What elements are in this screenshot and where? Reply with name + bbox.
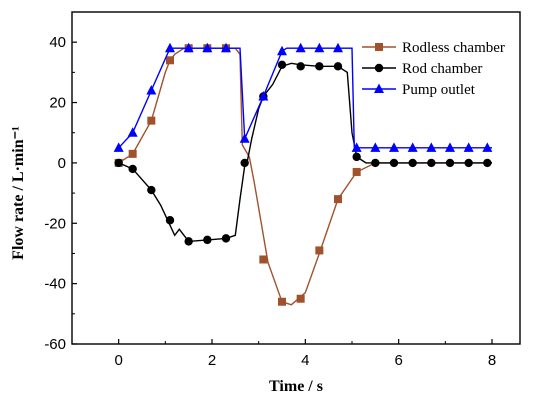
data-point-triangle [258, 91, 269, 101]
y-tick-label: 40 [49, 34, 66, 51]
data-point-circle [296, 62, 305, 71]
data-point-square [166, 56, 174, 65]
data-point-triangle [445, 142, 455, 152]
data-point-triangle [295, 42, 306, 53]
plot-frame [71, 11, 521, 345]
data-point-square [128, 149, 137, 158]
data-point-square [278, 297, 286, 306]
data-point-circle [371, 158, 380, 168]
y-tick-label: -60 [44, 336, 66, 353]
series-line [118, 62, 492, 243]
data-point-triangle [370, 142, 381, 152]
data-point-circle [389, 158, 399, 168]
data-point-circle [483, 158, 492, 168]
y-tick-label: -40 [44, 276, 66, 293]
x-tick-label: 2 [208, 352, 216, 369]
axes: 0 2 4 6 8 -60 -40 -20 0 20 40 [44, 11, 521, 369]
data-point-square [315, 246, 324, 255]
series-line [118, 47, 492, 149]
data-point-circle [240, 158, 249, 168]
data-point-circle [147, 185, 156, 195]
data-point-square [259, 255, 268, 264]
data-point-triangle [277, 45, 287, 56]
data-point-circle [374, 63, 384, 73]
x-tick-label: 6 [394, 352, 402, 369]
data-point-circle [277, 60, 287, 70]
series-group [113, 42, 493, 306]
legend-item: Rod chamber [362, 61, 482, 77]
data-point-triangle [482, 142, 493, 152]
data-point-square [334, 195, 342, 204]
y-tick-label: -20 [44, 215, 66, 232]
legend-label: Rod chamber [402, 61, 482, 77]
data-point-triangle [351, 142, 362, 152]
data-point-circle [408, 158, 417, 168]
data-point-triangle [333, 42, 343, 53]
data-point-triangle [407, 142, 418, 152]
data-point-triangle [113, 142, 124, 152]
legend-item: Rodless chamber [362, 40, 505, 56]
data-point-square [352, 167, 361, 176]
data-point-triangle [239, 133, 250, 143]
data-point-triangle [374, 83, 384, 93]
data-point-circle [427, 158, 436, 168]
data-point-circle [165, 216, 175, 225]
data-point-triangle [426, 142, 437, 152]
data-point-triangle [146, 84, 157, 95]
legend-label: Rodless chamber [402, 40, 505, 56]
x-tick-label: 4 [301, 352, 309, 369]
data-point-circle [315, 62, 324, 71]
data-point-triangle [165, 42, 175, 53]
data-point-circle [114, 158, 123, 168]
data-point-triangle [463, 142, 474, 152]
data-point-circle [464, 158, 473, 168]
data-point-circle [333, 62, 343, 71]
data-point-circle [352, 152, 361, 162]
y-tick-label: 20 [49, 95, 66, 112]
data-point-circle [445, 158, 455, 168]
series-pump-outlet [113, 42, 493, 152]
data-point-triangle [389, 142, 399, 152]
data-point-triangle [314, 42, 325, 53]
data-point-square [375, 43, 383, 51]
legend-item: Pump outlet [362, 82, 476, 98]
data-point-circle [184, 237, 193, 246]
data-point-triangle [221, 42, 231, 53]
legend: Rodless chamber Rod chamber Pump outlet [362, 40, 505, 98]
data-point-triangle [127, 127, 138, 137]
data-point-triangle [202, 42, 213, 53]
data-point-circle [128, 164, 137, 174]
y-axis-title: Flow rate / L·min⁻¹ [10, 126, 27, 260]
legend-label: Pump outlet [402, 82, 476, 98]
series-rod-chamber [114, 60, 492, 246]
data-point-circle [221, 234, 231, 243]
data-point-square [147, 116, 156, 125]
x-axis-title: Time / s [269, 378, 323, 395]
data-point-triangle [183, 42, 194, 53]
x-tick-label: 8 [488, 352, 496, 369]
x-tick-label: 0 [114, 352, 122, 369]
data-point-circle [203, 235, 212, 245]
data-point-square [296, 294, 305, 303]
series-rodless-chamber [114, 44, 492, 306]
y-tick-label: 0 [58, 155, 66, 172]
